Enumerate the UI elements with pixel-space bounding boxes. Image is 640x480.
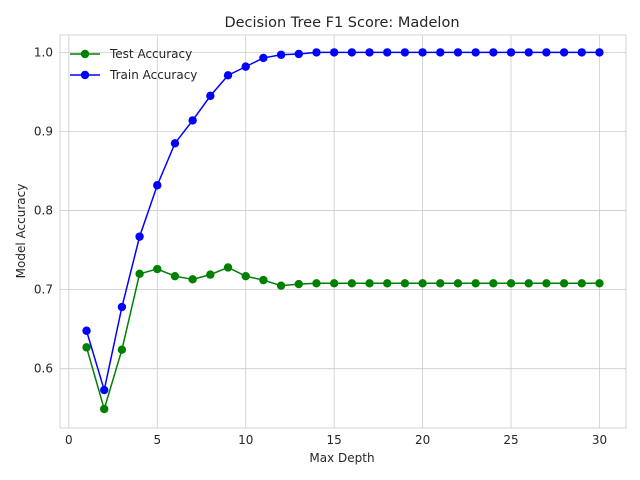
data-point: [294, 49, 303, 59]
legend-item: Train Accuracy: [70, 68, 197, 82]
data-point: [436, 48, 445, 57]
data-point: [117, 302, 127, 312]
data-point: [383, 279, 392, 288]
data-point: [170, 139, 180, 148]
legend-marker: [80, 49, 90, 59]
legend-label: Test Accuracy: [109, 47, 192, 61]
data-point: [117, 345, 127, 354]
data-point: [241, 271, 250, 281]
x-tick-labels: 0 5 10 15 20 25 30: [65, 433, 607, 447]
data-point: [347, 279, 357, 288]
data-point: [312, 279, 321, 288]
x-axis-label: Max Depth: [309, 451, 374, 465]
data-point: [241, 62, 250, 71]
data-point: [524, 279, 533, 288]
data-point: [577, 279, 586, 288]
data-point: [259, 53, 268, 63]
y-axis-label: Model Accuracy: [14, 184, 28, 279]
data-point: [135, 269, 144, 279]
data-point: [542, 279, 551, 288]
data-point: [436, 279, 445, 288]
series-test-accuracy: [82, 263, 604, 414]
data-point: [595, 48, 604, 57]
x-tick-label: 20: [415, 433, 430, 447]
data-point: [506, 48, 516, 57]
data-point: [82, 326, 91, 335]
data-point: [329, 279, 339, 288]
data-point: [223, 263, 233, 272]
data-point: [206, 270, 215, 279]
data-point: [276, 281, 286, 290]
y-tick-label: 0.7: [34, 283, 53, 297]
data-point: [206, 91, 215, 101]
data-point: [365, 48, 374, 57]
data-point: [153, 181, 162, 190]
data-point: [383, 48, 392, 57]
data-point: [542, 48, 551, 57]
x-tick-label: 5: [153, 433, 161, 447]
legend-label: Train Accuracy: [109, 68, 197, 82]
y-tick-labels: 0.6 0.7 0.8 0.9 1.0: [34, 45, 53, 375]
data-point: [577, 48, 586, 57]
x-tick-label: 30: [592, 433, 607, 447]
data-point: [506, 279, 516, 288]
data-point: [188, 116, 197, 125]
data-point: [489, 279, 498, 288]
legend-item: Test Accuracy: [70, 47, 192, 61]
data-point: [559, 48, 569, 57]
y-tick-label: 0.8: [34, 204, 53, 218]
legend-marker: [80, 70, 90, 80]
x-tick-label: 15: [327, 433, 342, 447]
data-point: [100, 385, 109, 395]
data-point: [312, 48, 321, 57]
data-point: [170, 271, 180, 281]
data-point: [153, 264, 162, 274]
x-tick-label: 10: [238, 433, 253, 447]
data-point: [223, 71, 233, 80]
data-point: [365, 279, 374, 288]
data-point: [276, 50, 286, 59]
data-point: [595, 279, 604, 288]
data-point: [418, 48, 427, 57]
series-layer: [82, 48, 604, 414]
data-point: [471, 48, 480, 57]
data-point: [524, 48, 533, 57]
data-point: [82, 343, 91, 352]
data-point: [188, 275, 197, 284]
data-point: [135, 232, 144, 241]
data-point: [259, 275, 268, 285]
series-train-accuracy: [82, 48, 604, 395]
data-point: [471, 279, 480, 288]
data-point: [418, 279, 427, 288]
y-tick-label: 0.9: [34, 124, 53, 138]
data-point: [100, 404, 109, 414]
data-point: [347, 48, 357, 57]
grid: [59, 34, 627, 429]
data-point: [489, 48, 498, 57]
data-point: [294, 279, 303, 289]
x-tick-label: 0: [65, 433, 73, 447]
legend: Test Accuracy Train Accuracy: [70, 47, 197, 82]
y-tick-label: 1.0: [34, 45, 53, 59]
data-point: [453, 48, 463, 57]
data-point: [453, 279, 463, 288]
data-point: [400, 48, 410, 57]
plot-frame: [59, 34, 627, 429]
x-tick-label: 25: [503, 433, 518, 447]
data-point: [400, 279, 410, 288]
data-point: [329, 48, 339, 57]
y-tick-label: 0.6: [34, 362, 53, 376]
chart-title: Decision Tree F1 Score: Madelon: [224, 15, 459, 31]
data-point: [559, 279, 569, 288]
